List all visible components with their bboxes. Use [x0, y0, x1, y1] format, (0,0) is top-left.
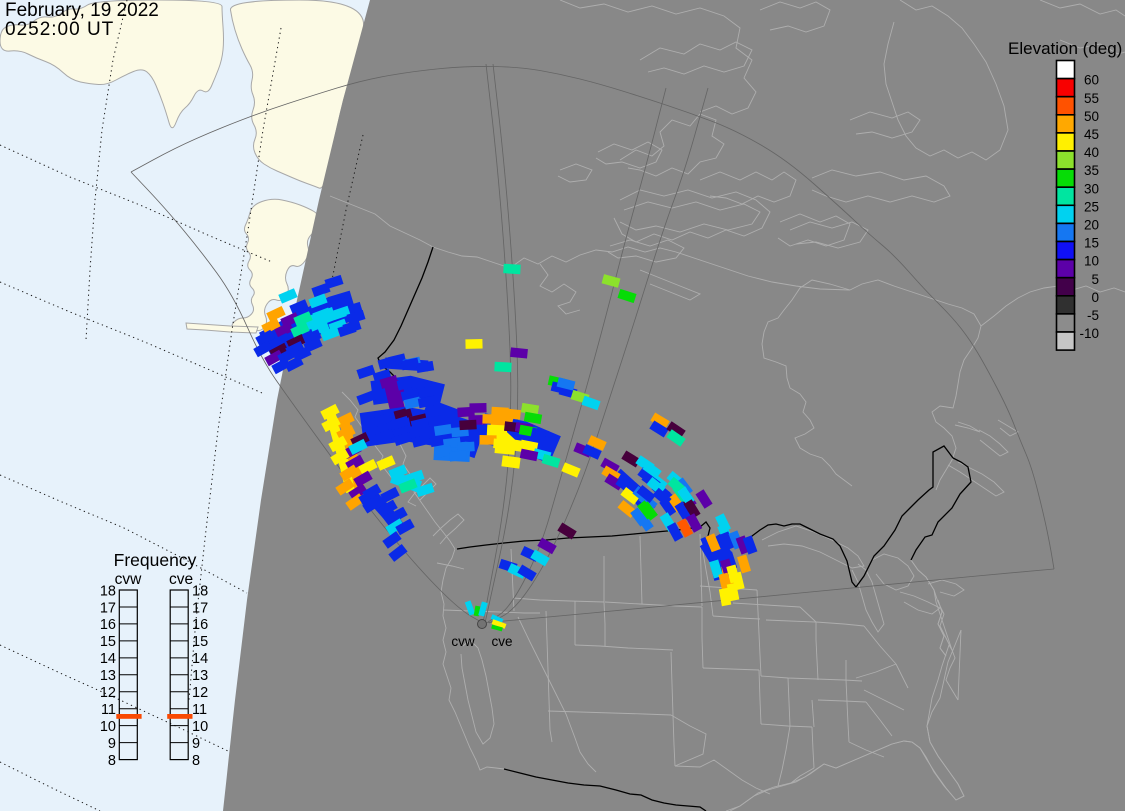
svg-text:February, 19 2022: February, 19 2022 [5, 0, 159, 21]
svg-text:20: 20 [1084, 217, 1099, 232]
svg-text:40: 40 [1084, 145, 1099, 160]
svg-text:14: 14 [100, 651, 116, 667]
svg-text:14: 14 [192, 651, 208, 667]
svg-text:17: 17 [192, 600, 208, 616]
svg-text:35: 35 [1084, 163, 1099, 178]
svg-text:13: 13 [100, 668, 116, 684]
svg-text:5: 5 [1091, 272, 1099, 287]
svg-text:15: 15 [100, 634, 116, 650]
svg-text:12: 12 [100, 685, 116, 701]
svg-text:cvw: cvw [115, 571, 143, 588]
svg-text:8: 8 [108, 753, 116, 769]
svg-text:15: 15 [192, 634, 208, 650]
svg-text:cvw: cvw [451, 634, 475, 649]
svg-text:16: 16 [100, 617, 116, 633]
svg-text:0252:00 UT: 0252:00 UT [5, 19, 114, 40]
svg-text:9: 9 [108, 736, 116, 752]
svg-text:11: 11 [192, 702, 207, 718]
svg-text:15: 15 [1084, 236, 1099, 251]
svg-text:18: 18 [192, 583, 208, 599]
svg-text:17: 17 [100, 600, 116, 616]
svg-text:11: 11 [101, 702, 116, 718]
svg-text:0: 0 [1091, 290, 1099, 305]
svg-text:10: 10 [1084, 254, 1099, 269]
svg-text:16: 16 [192, 617, 208, 633]
svg-text:10: 10 [100, 719, 116, 735]
svg-text:8: 8 [192, 753, 200, 769]
svg-text:50: 50 [1084, 109, 1099, 124]
svg-text:45: 45 [1084, 127, 1099, 142]
svg-text:9: 9 [192, 736, 200, 752]
svg-text:12: 12 [192, 685, 208, 701]
svg-text:-5: -5 [1087, 308, 1099, 323]
svg-text:60: 60 [1084, 73, 1099, 88]
svg-text:Frequency: Frequency [114, 550, 197, 570]
svg-text:18: 18 [100, 583, 116, 599]
svg-text:cve: cve [169, 571, 193, 588]
svg-text:30: 30 [1084, 181, 1099, 196]
svg-text:-10: -10 [1079, 326, 1099, 341]
svg-text:Elevation (deg): Elevation (deg) [1008, 39, 1122, 58]
svg-text:13: 13 [192, 668, 208, 684]
svg-text:10: 10 [192, 719, 208, 735]
svg-text:55: 55 [1084, 91, 1099, 106]
svg-text:cve: cve [491, 634, 512, 649]
svg-text:25: 25 [1084, 199, 1099, 214]
